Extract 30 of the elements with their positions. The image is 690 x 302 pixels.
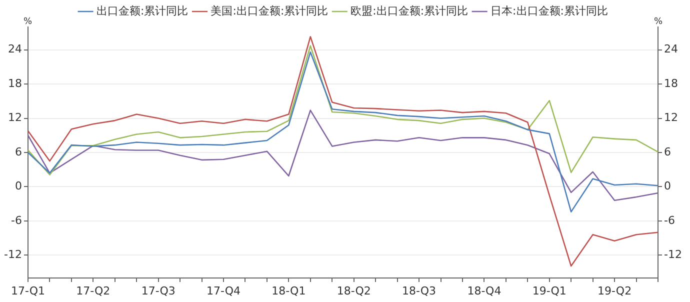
x-tick-label: 17-Q1 xyxy=(10,284,46,298)
y-tick-label: 0 xyxy=(15,180,22,193)
y2-tick-label: -12 xyxy=(664,248,682,262)
legend-label: 日本:出口金额:累计同比 xyxy=(490,4,608,18)
y2-tick-label: 18 xyxy=(664,76,678,90)
y2-tick-label: -6 xyxy=(664,214,675,227)
legend-label: 出口金额:累计同比 xyxy=(96,4,188,18)
y2-axis-title: % xyxy=(654,16,663,27)
x-tick-label: 17-Q4 xyxy=(206,284,241,298)
y2-tick-label: 24 xyxy=(664,42,678,56)
x-tick-label: 19-Q2 xyxy=(598,284,632,298)
y-axis-title: % xyxy=(23,16,32,27)
y-tick-label: 24 xyxy=(8,42,22,56)
y-tick-label: -12 xyxy=(4,248,22,262)
x-tick-label: 18-Q2 xyxy=(336,284,371,298)
x-tick-label: 18-Q4 xyxy=(467,284,502,298)
y-tick-label: -6 xyxy=(11,214,22,227)
y-tick-label: 18 xyxy=(8,76,22,90)
x-tick-label: 18-Q3 xyxy=(402,284,436,298)
y2-tick-label: 12 xyxy=(664,111,678,124)
y-tick-label: 6 xyxy=(15,145,22,158)
legend-label: 美国:出口金额:累计同比 xyxy=(210,4,328,18)
x-tick-label: 17-Q3 xyxy=(141,284,176,298)
x-tick-label: 19-Q1 xyxy=(532,284,566,298)
y-tick-label: 12 xyxy=(8,111,22,124)
legend-label: 欧盟:出口金额:累计同比 xyxy=(350,4,468,18)
y2-tick-label: 6 xyxy=(664,145,671,158)
x-tick-label: 18-Q1 xyxy=(272,284,306,298)
y2-tick-label: 0 xyxy=(664,180,671,193)
x-tick-label: 17-Q2 xyxy=(76,284,110,298)
